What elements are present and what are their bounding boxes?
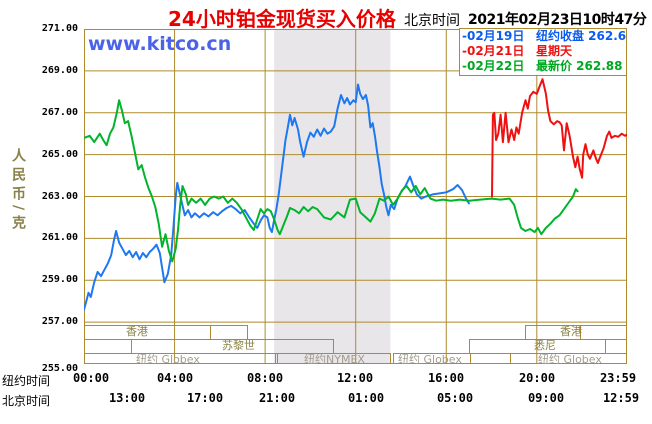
x-tick-label-beijing: 21:00 xyxy=(258,391,296,405)
session-box xyxy=(84,339,132,354)
x-tick-label-ny: 08:00 xyxy=(246,371,284,385)
x-tick-label-beijing: 12:59 xyxy=(602,391,640,405)
session-box xyxy=(510,353,627,364)
x-tick-label-beijing: 17:00 xyxy=(186,391,224,405)
y-tick-label: 269.00 xyxy=(41,64,78,76)
legend-value: 纽约收盘 262.67 xyxy=(536,29,626,43)
legend-value: 最新价 262.88 xyxy=(536,59,623,73)
x-axis-row-label-beijing: 北京时间 xyxy=(2,394,51,408)
kitco-watermark-link[interactable]: www.kitco.cn xyxy=(88,33,232,55)
session-box xyxy=(393,353,471,364)
x-tick-label-ny: 00:00 xyxy=(72,371,110,385)
session-box xyxy=(210,325,248,340)
y-tick-label: 257.00 xyxy=(41,316,78,328)
page-title: 24小时铂金现货买入价格 xyxy=(168,7,396,31)
legend-box: -02月19日 纽约收盘 262.67 -02月21日 星期天 -02月22日 最新价 2… xyxy=(459,28,627,76)
session-label: 香港 xyxy=(126,325,148,338)
legend-value: 星期天 xyxy=(536,44,573,58)
x-tick-label-beijing: 13:00 xyxy=(108,391,146,405)
session-box xyxy=(277,353,391,364)
x-tick-label-ny: 20:00 xyxy=(518,371,556,385)
x-tick-label-ny: 16:00 xyxy=(427,371,465,385)
y-tick-label: 271.00 xyxy=(41,23,78,34)
session-label: 香港 xyxy=(560,325,582,338)
price-line xyxy=(83,99,579,263)
y-tick-label: 259.00 xyxy=(41,274,78,286)
x-tick-label-ny: 12:00 xyxy=(336,371,374,385)
y-tick-label: 261.00 xyxy=(41,232,78,244)
legend-date: -02月22日 xyxy=(462,59,525,73)
session-label: 悉尼 xyxy=(534,339,556,352)
x-axis-row-label-ny: 纽约时间 xyxy=(2,374,51,388)
legend-item: -02月22日 最新价 262.88 xyxy=(460,59,626,74)
x-tick-label-beijing: 05:00 xyxy=(436,391,474,405)
y-tick-label: 255.00 xyxy=(41,363,78,374)
legend-date: -02月19日 xyxy=(462,29,525,43)
legend-item: -02月19日 纽约收盘 262.67 xyxy=(460,29,626,44)
x-tick-label-beijing: 09:00 xyxy=(527,391,565,405)
timestamp: 2021年02月23日10时47分 xyxy=(468,12,647,28)
session-label: 苏黎世 xyxy=(222,338,255,352)
x-tick-label-ny: 23:59 xyxy=(599,371,637,385)
session-label: 纽约 Globex xyxy=(538,352,602,364)
y-axis-unit-label: 人民币/克 xyxy=(10,148,26,235)
price-line xyxy=(83,83,470,311)
x-tick-label-beijing: 01:00 xyxy=(347,391,385,405)
x-tick-label-ny: 04:00 xyxy=(156,371,194,385)
timezone-label: 北京时间 xyxy=(404,13,460,29)
session-label: 纽约 Globex xyxy=(136,352,200,364)
session-label: 纽约 Globex xyxy=(398,352,462,364)
y-tick-label: 265.00 xyxy=(41,148,78,160)
y-tick-label: 263.00 xyxy=(41,190,78,202)
legend-item: -02月21日 星期天 xyxy=(460,44,626,59)
legend-date: -02月21日 xyxy=(462,44,525,58)
session-box xyxy=(84,353,276,364)
session-box xyxy=(580,325,627,340)
chart-plot-area: 香港 香港 苏黎世 悉尼 纽约 Globex 纽约NYMEX 纽约 Globex 纽约 Glo… xyxy=(83,29,628,366)
session-label: 纽约NYMEX xyxy=(304,352,365,364)
y-tick-label: 267.00 xyxy=(41,106,78,118)
price-line xyxy=(491,78,628,198)
